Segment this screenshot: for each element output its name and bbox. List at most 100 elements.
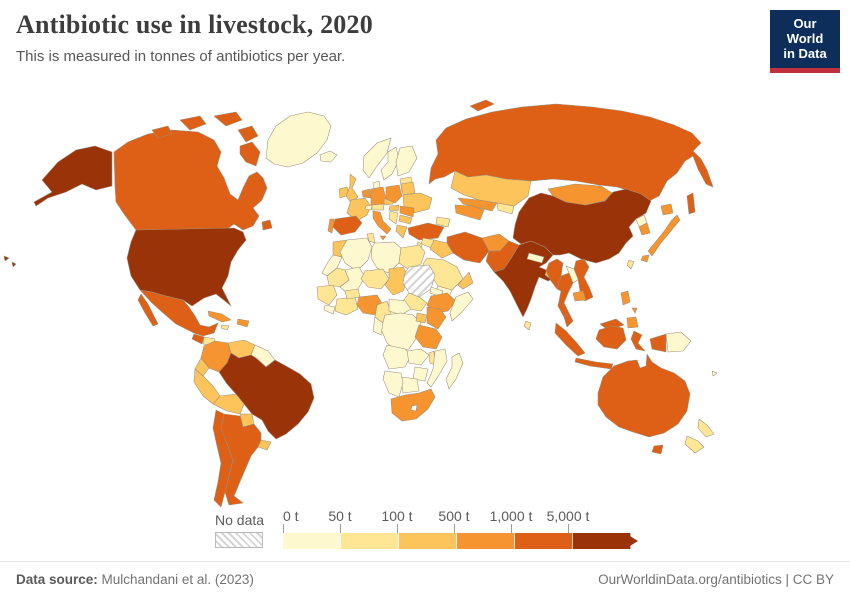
country-france[interactable]: [346, 197, 372, 222]
country-angola[interactable]: [382, 344, 412, 370]
country-indonesia-sumatra[interactable]: [554, 322, 586, 357]
country-central-african-rep[interactable]: [388, 298, 412, 316]
country-japan-kyushu[interactable]: [640, 254, 650, 263]
country-usa-alaska[interactable]: [33, 145, 113, 207]
country-burkina[interactable]: [344, 288, 361, 300]
country-vietnam[interactable]: [573, 258, 594, 302]
country-new-zealand-south[interactable]: [684, 435, 705, 454]
legend-bin-4[interactable]: [457, 533, 515, 549]
country-new-zealand-north[interactable]: [697, 418, 715, 438]
country-japan-hokkaido[interactable]: [660, 203, 674, 216]
country-usa-hawaii-1[interactable]: [3, 255, 10, 262]
country-madagascar[interactable]: [445, 352, 464, 390]
country-sierra-liberia[interactable]: [323, 304, 336, 315]
country-algeria[interactable]: [339, 237, 373, 272]
country-sri-lanka[interactable]: [523, 320, 532, 331]
country-senegal-guinea[interactable]: [316, 284, 338, 306]
country-canada-newfoundland[interactable]: [261, 219, 273, 231]
country-mongolia[interactable]: [547, 183, 613, 206]
country-mexico[interactable]: [139, 289, 219, 337]
country-south-korea[interactable]: [638, 222, 651, 236]
country-romania[interactable]: [399, 205, 415, 218]
country-switzerland[interactable]: [364, 204, 373, 211]
country-canada-arctic-3[interactable]: [213, 111, 243, 127]
country-greenland[interactable]: [265, 111, 332, 168]
license-link[interactable]: OurWorldinData.org/antibiotics | CC BY: [598, 572, 834, 587]
country-congo-gabon[interactable]: [372, 316, 384, 336]
country-australia[interactable]: [597, 353, 691, 438]
country-iraq[interactable]: [429, 239, 454, 259]
country-uzbekistan[interactable]: [457, 197, 498, 212]
country-kyrgyz-tajik[interactable]: [496, 202, 515, 215]
country-usa-hawaii-2[interactable]: [11, 261, 17, 268]
country-indonesia-west-papua[interactable]: [649, 333, 667, 353]
country-hungary[interactable]: [388, 204, 400, 212]
country-caucasus[interactable]: [435, 216, 451, 228]
legend-no-data-swatch[interactable]: [215, 532, 263, 548]
country-uganda[interactable]: [415, 312, 428, 324]
country-usa[interactable]: [126, 227, 247, 307]
country-cuba[interactable]: [207, 310, 232, 323]
legend-no-data[interactable]: No data: [215, 512, 264, 548]
country-balkans[interactable]: [388, 210, 399, 225]
country-benelux[interactable]: [361, 188, 372, 199]
country-finland[interactable]: [395, 145, 418, 177]
country-cambodia[interactable]: [572, 290, 587, 302]
legend-bin-3[interactable]: [399, 533, 457, 549]
country-taiwan[interactable]: [626, 259, 635, 270]
country-indonesia-borneo[interactable]: [595, 325, 627, 350]
country-indonesia-sulawesi[interactable]: [630, 330, 646, 352]
country-nepal[interactable]: [526, 252, 545, 264]
country-zimbabwe[interactable]: [412, 366, 429, 382]
country-kazakhstan[interactable]: [450, 170, 532, 207]
country-papua-new-guinea[interactable]: [665, 331, 692, 353]
country-turkmenistan[interactable]: [454, 204, 485, 221]
country-zambia[interactable]: [406, 348, 430, 366]
country-peru[interactable]: [193, 368, 221, 405]
country-russia-novaya-zemlya[interactable]: [469, 99, 495, 112]
country-russia-sakhalin[interactable]: [686, 192, 696, 215]
country-laos[interactable]: [565, 265, 580, 284]
country-bulgaria[interactable]: [398, 214, 413, 225]
legend-bin-1[interactable]: [283, 533, 341, 549]
country-malaysia-peninsula[interactable]: [563, 312, 574, 328]
country-canada-baffin[interactable]: [239, 141, 261, 167]
country-canada-arctic-1[interactable]: [151, 125, 173, 139]
country-ivory-ghana[interactable]: [334, 296, 359, 316]
owid-logo[interactable]: Our World in Data: [770, 10, 840, 73]
country-namibia[interactable]: [382, 370, 404, 398]
country-portugal[interactable]: [327, 218, 335, 234]
country-norway[interactable]: [362, 137, 392, 179]
country-tanzania[interactable]: [414, 324, 443, 350]
legend-bin-6[interactable]: [573, 533, 631, 549]
country-mozambique[interactable]: [426, 348, 448, 388]
country-australia-tasmania[interactable]: [651, 444, 664, 455]
country-indonesia-java[interactable]: [574, 357, 614, 370]
country-italy[interactable]: [372, 210, 392, 235]
country-belarus[interactable]: [400, 181, 416, 196]
country-drc[interactable]: [380, 312, 422, 352]
country-canada-arctic-4[interactable]: [237, 125, 259, 143]
country-philippines-visayas[interactable]: [631, 307, 638, 314]
country-japan-honshu[interactable]: [647, 214, 681, 257]
country-brazil[interactable]: [218, 352, 315, 440]
country-iceland[interactable]: [319, 150, 338, 163]
country-philippines-mindanao[interactable]: [626, 316, 639, 329]
country-mexico-baja[interactable]: [137, 293, 159, 327]
country-fiji[interactable]: [711, 370, 718, 377]
country-sweden[interactable]: [380, 146, 400, 181]
legend-bin-2[interactable]: [341, 533, 399, 549]
country-chad[interactable]: [384, 266, 410, 296]
country-botswana[interactable]: [400, 376, 420, 394]
country-poland[interactable]: [385, 184, 403, 204]
country-greece[interactable]: [395, 224, 408, 239]
country-oman[interactable]: [457, 271, 474, 290]
country-niger[interactable]: [360, 268, 390, 290]
country-egypt[interactable]: [398, 244, 426, 270]
country-south-africa[interactable]: [390, 388, 436, 422]
country-iran[interactable]: [446, 231, 490, 264]
country-canada[interactable]: [113, 129, 268, 231]
country-italy-sicily[interactable]: [379, 235, 387, 241]
country-uk[interactable]: [345, 173, 359, 204]
country-canada-arctic-2[interactable]: [179, 115, 207, 131]
